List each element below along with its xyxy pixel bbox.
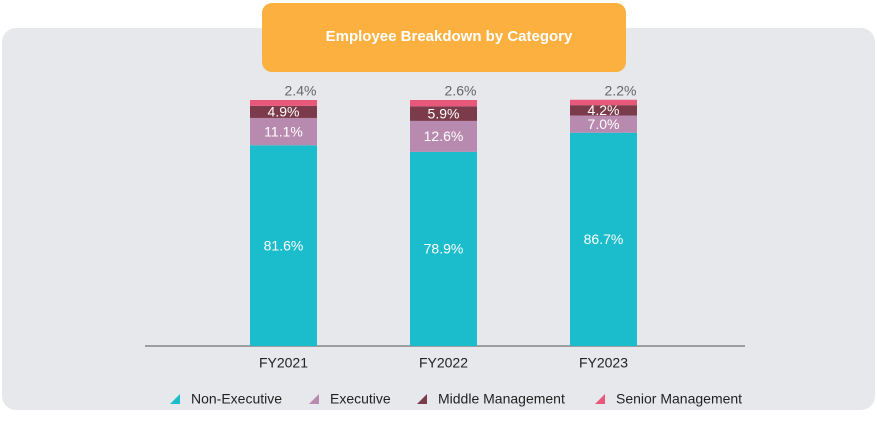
- bar-segment: [410, 100, 477, 107]
- data-label: 7.0%: [588, 116, 620, 132]
- bar-segment: [570, 115, 637, 133]
- bar-segment: [410, 151, 477, 346]
- legend-label: Executive: [330, 391, 391, 407]
- data-label: 2.6%: [445, 83, 477, 99]
- data-label: 4.9%: [268, 104, 300, 120]
- data-label: 4.2%: [588, 102, 620, 118]
- title-box: [262, 3, 626, 72]
- legend-label: Middle Management: [438, 391, 565, 407]
- bar-segment: [410, 120, 477, 152]
- legend-label: Non-Executive: [191, 391, 282, 407]
- data-label: 12.6%: [424, 128, 464, 144]
- bar-segment: [250, 105, 317, 118]
- legend-marker: [595, 394, 605, 404]
- data-label: 2.2%: [605, 82, 637, 98]
- bar-segment: [250, 145, 317, 346]
- x-tick-label: FY2023: [579, 355, 628, 371]
- bar-segment: [410, 106, 477, 121]
- data-label: 2.4%: [285, 83, 317, 99]
- legend-marker: [170, 394, 180, 404]
- data-label: 11.1%: [264, 123, 303, 139]
- x-tick-label: FY2022: [419, 355, 468, 371]
- bar-segment: [570, 99, 637, 106]
- x-tick-label: FY2021: [259, 355, 308, 371]
- data-label: 86.7%: [584, 231, 624, 247]
- bar-segment: [570, 132, 637, 346]
- bar-segment: [570, 105, 637, 116]
- data-label: 5.9%: [428, 105, 460, 121]
- bar-segment: [250, 100, 317, 106]
- data-label: 78.9%: [424, 241, 464, 257]
- legend-marker: [417, 394, 427, 404]
- chart-title: Employee Breakdown by Category: [326, 28, 573, 45]
- legend-label: Senior Management: [616, 391, 742, 407]
- bar-segment: [250, 117, 317, 146]
- legend-marker: [309, 394, 319, 404]
- data-label: 81.6%: [264, 237, 304, 253]
